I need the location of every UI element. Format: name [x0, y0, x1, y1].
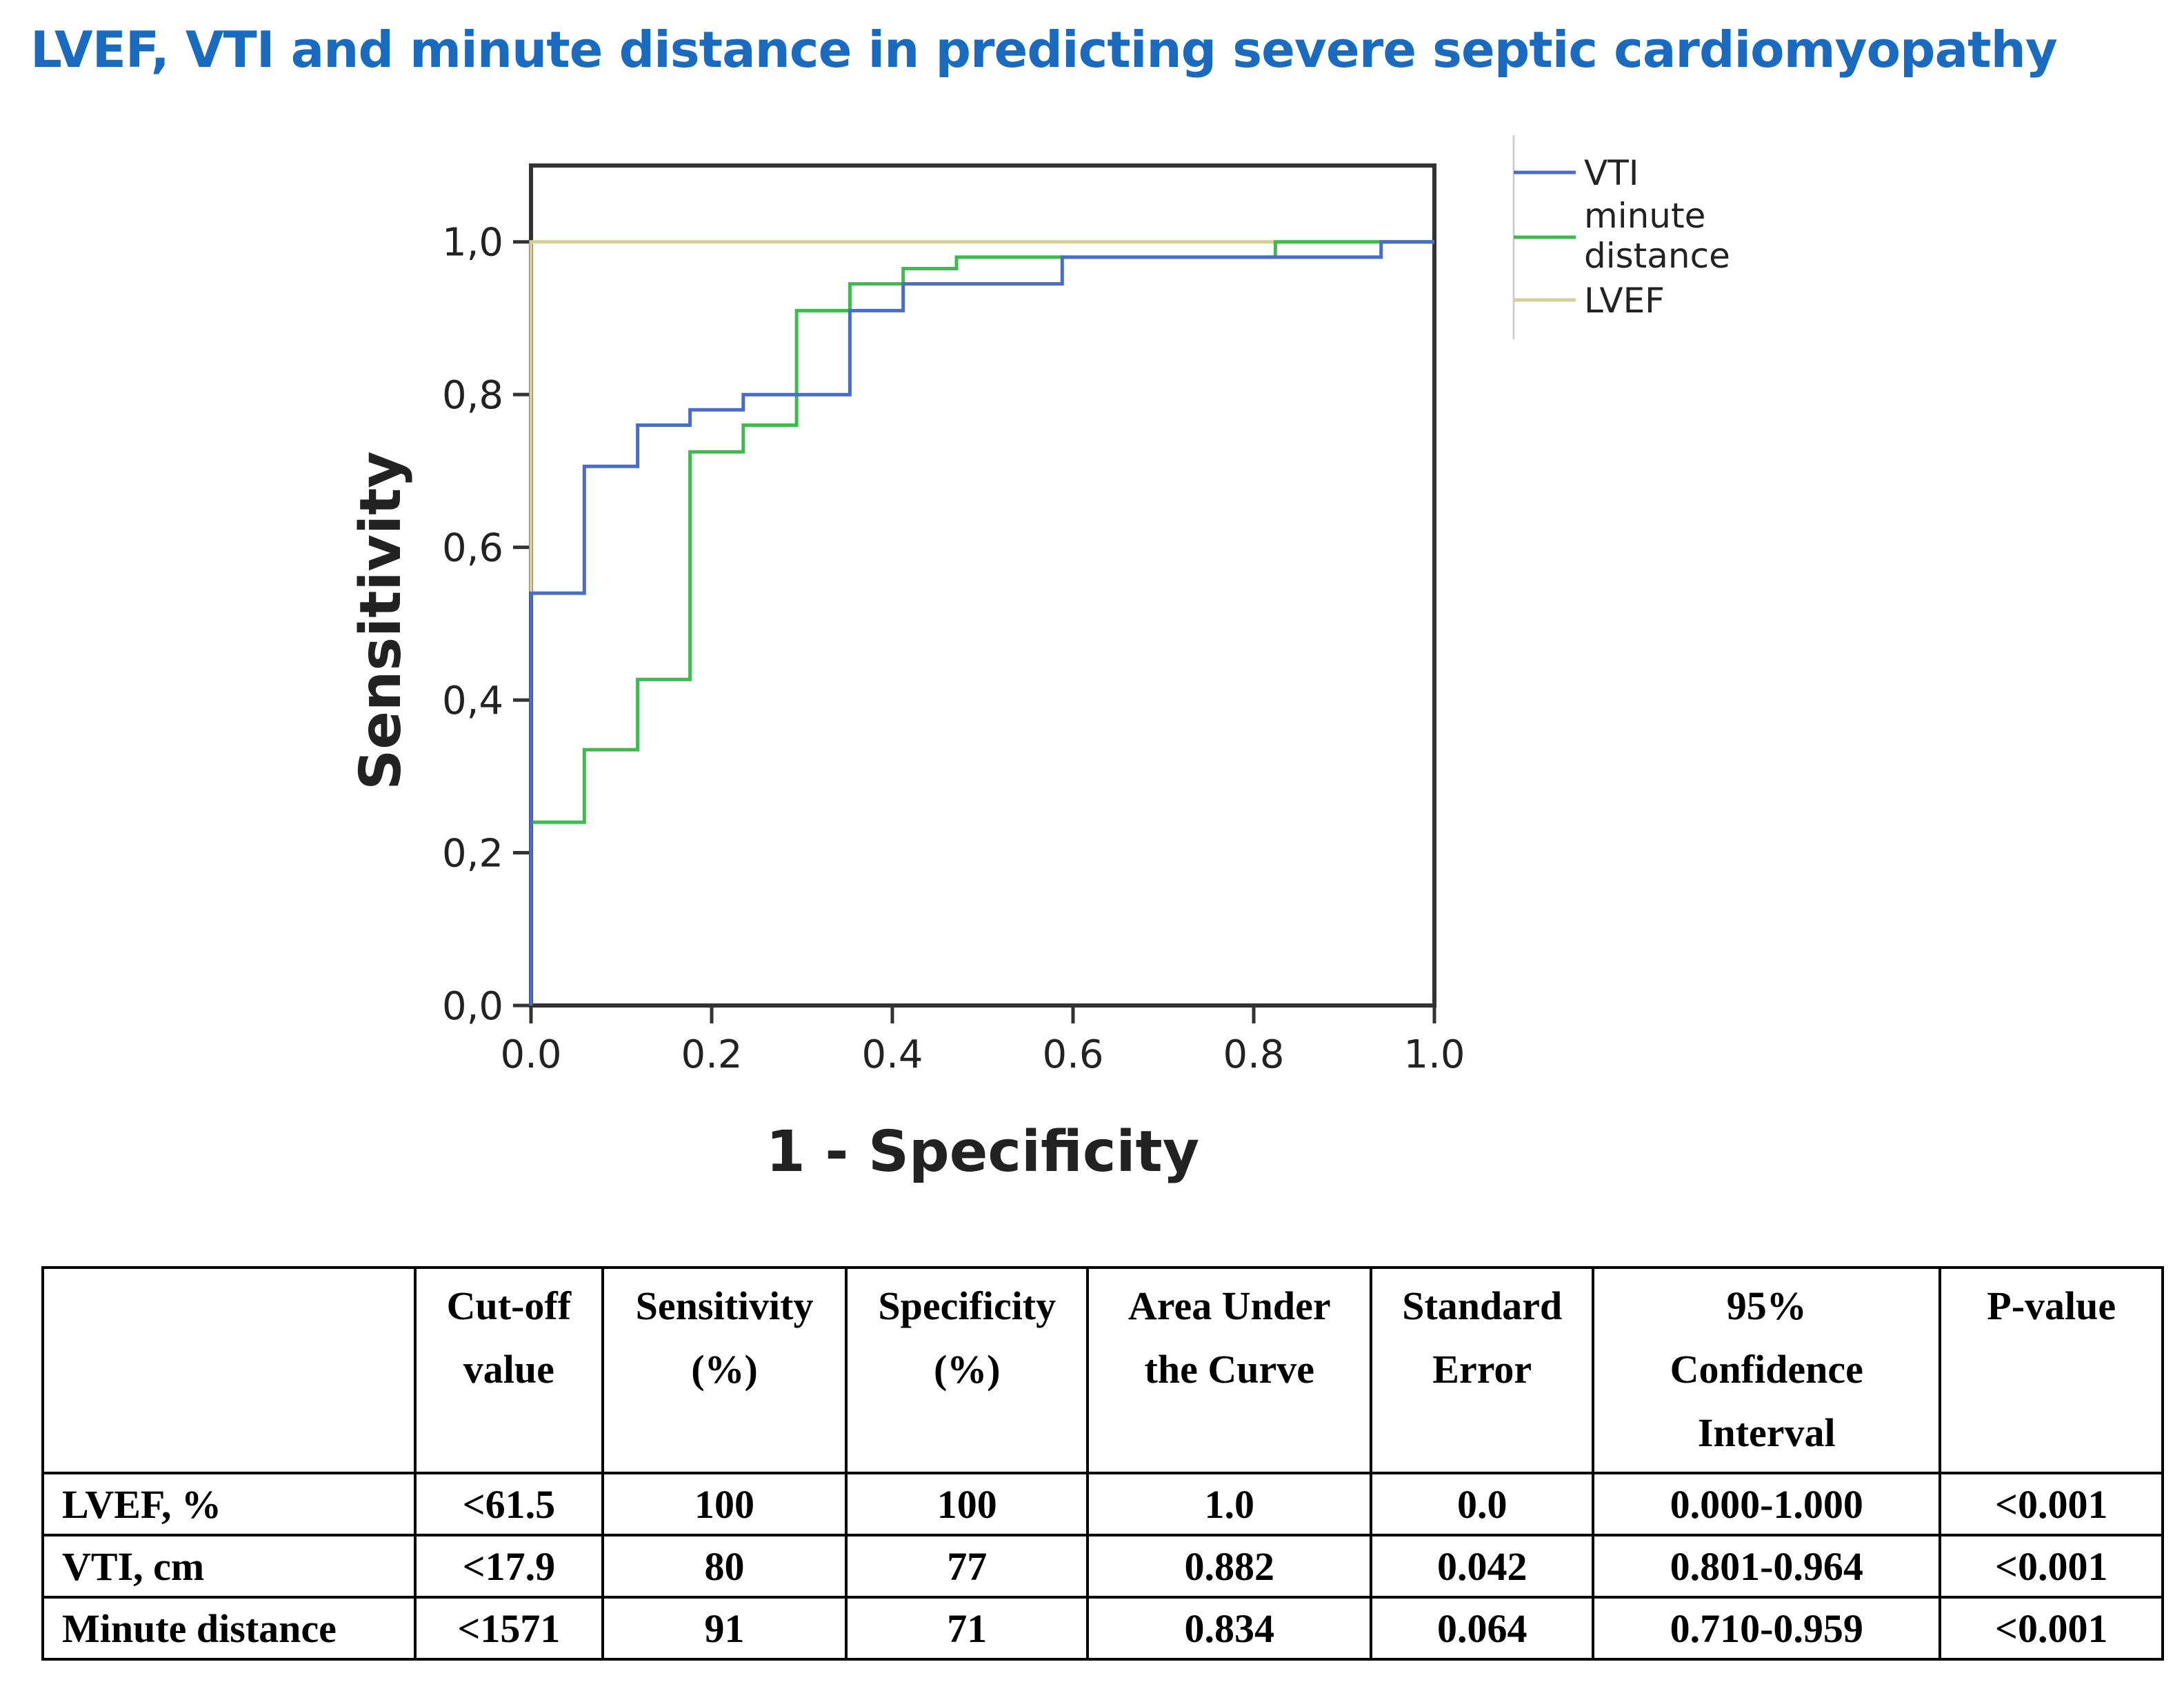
- legend: VTI minute distance LVEF: [1512, 135, 1730, 339]
- x-tick-label: 1.0: [1403, 1032, 1465, 1077]
- header-empty: [41, 1266, 417, 1474]
- cell-auc: 1.0: [1086, 1472, 1373, 1536]
- header-auc: Area Under the Curve: [1086, 1266, 1373, 1474]
- plot-frame: [529, 163, 1436, 1008]
- series-line-lvef: [529, 240, 1434, 1005]
- legend-label-lvef: LVEF: [1584, 281, 1665, 321]
- cell-confidence-interval: 0.000-1.000: [1592, 1472, 1942, 1536]
- table-header-row: Cut-off value Sensitivity (%) Specificity(…: [41, 1266, 2164, 1474]
- y-tick-label: 0,8: [442, 373, 503, 418]
- cell-standard-error: 0.064: [1370, 1596, 1595, 1661]
- y-tick-label: 0,2: [442, 832, 503, 877]
- header-p-value: P-value: [1938, 1266, 2164, 1474]
- cell-auc: 0.882: [1086, 1534, 1373, 1599]
- table-row: LVEF, % <61.5 100 100 1.0 0.0 0.000-1.00…: [41, 1472, 2164, 1536]
- cell-auc: 0.834: [1086, 1596, 1373, 1661]
- header-confidence-interval: 95% Confidence Interval: [1592, 1266, 1942, 1474]
- series-line-minute-distance: [529, 240, 1434, 1005]
- header-sensitivity: Sensitivity (%): [601, 1266, 848, 1474]
- cell-confidence-interval: 0.801-0.964: [1592, 1534, 1942, 1599]
- series-line-vti: [529, 240, 1434, 1005]
- x-tick-label: 0.8: [1223, 1032, 1284, 1077]
- statistics-table: Cut-off value Sensitivity (%) Specificity(…: [41, 1266, 2164, 1661]
- x-tick-label: 0.6: [1042, 1032, 1103, 1077]
- row-label: VTI, cm: [41, 1534, 417, 1599]
- y-tick-label: 0,6: [442, 526, 503, 571]
- legend-label-minute-distance-2: distance: [1584, 236, 1730, 276]
- cell-p-value: <0.001: [1938, 1534, 2164, 1599]
- x-tick-label: 0.2: [681, 1032, 742, 1077]
- row-label: Minute distance: [41, 1596, 417, 1661]
- cell-specificity: 77: [845, 1534, 1090, 1599]
- table-row: VTI, cm <17.9 80 77 0.882 0.042 0.801-0.…: [41, 1534, 2164, 1599]
- x-tick-label: 0.4: [861, 1032, 923, 1077]
- y-tick-label: 0,0: [442, 984, 503, 1029]
- cell-standard-error: 0.042: [1370, 1534, 1595, 1599]
- cell-confidence-interval: 0.710-0.959: [1592, 1596, 1942, 1661]
- legend-label-minute-distance-1: minute: [1584, 196, 1705, 236]
- header-specificity: Specificity (%): [845, 1266, 1090, 1474]
- cell-specificity: 100: [845, 1472, 1090, 1536]
- y-tick-label: 1,0: [442, 221, 503, 266]
- header-standard-error: Standard Error: [1370, 1266, 1595, 1474]
- row-label: LVEF, %: [41, 1472, 417, 1536]
- table-row: Minute distance <1571 91 71 0.834 0.064 …: [41, 1596, 2164, 1661]
- x-tick-label: 0.0: [500, 1032, 561, 1077]
- x-axis-title: 1 - Specificity: [766, 1119, 1199, 1185]
- cell-sensitivity: 80: [601, 1534, 848, 1599]
- cell-cutoff: <61.5: [414, 1472, 604, 1536]
- legend-label-vti: VTI: [1584, 153, 1639, 193]
- cell-cutoff: <1571: [414, 1596, 604, 1661]
- roc-chart: 0.0 0.2 0.4 0.6 0.8 1.0 0,0 0,2 0,4 0,6 0,8 1,0 1 -…: [348, 135, 1730, 1185]
- cell-cutoff: <17.9: [414, 1534, 604, 1599]
- cell-sensitivity: 100: [601, 1472, 848, 1536]
- y-axis-title: Sensitivity: [348, 451, 414, 790]
- cell-sensitivity: 91: [601, 1596, 848, 1661]
- y-tick-label: 0,4: [442, 679, 503, 723]
- cell-p-value: <0.001: [1938, 1472, 2164, 1536]
- header-cutoff: Cut-off value: [414, 1266, 604, 1474]
- page-title: LVEF, VTI and minute distance in predict…: [30, 21, 2058, 79]
- cell-standard-error: 0.0: [1370, 1472, 1595, 1536]
- cell-specificity: 71: [845, 1596, 1090, 1661]
- cell-p-value: <0.001: [1938, 1596, 2164, 1661]
